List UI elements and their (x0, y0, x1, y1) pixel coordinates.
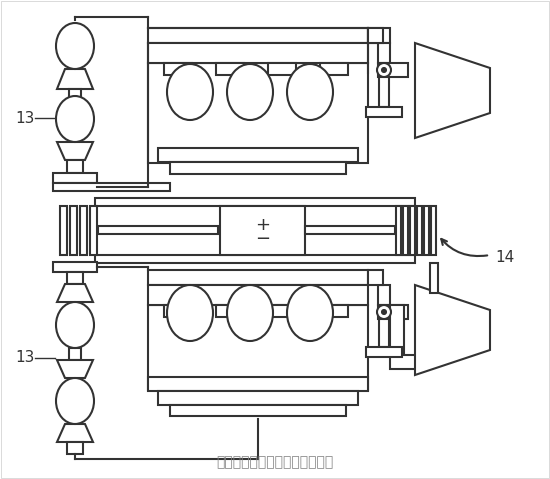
Ellipse shape (287, 285, 333, 341)
Text: 13: 13 (15, 351, 35, 365)
Bar (379, 319, 389, 347)
Ellipse shape (167, 64, 213, 120)
Bar (320, 63, 348, 75)
Text: 14: 14 (495, 251, 514, 265)
Bar (148, 285, 368, 305)
Bar (60, 206, 67, 255)
Ellipse shape (287, 64, 333, 120)
Bar (53, 262, 97, 272)
Bar (378, 305, 408, 319)
Bar (431, 206, 436, 255)
Bar (90, 206, 97, 255)
Bar (164, 305, 192, 317)
Text: （图片来源：美国专利商标局）: （图片来源：美国专利商标局） (216, 455, 334, 469)
Ellipse shape (227, 285, 273, 341)
Bar (320, 305, 348, 317)
Bar (148, 305, 368, 390)
Bar (396, 206, 401, 255)
Bar (220, 206, 305, 255)
Bar (148, 270, 368, 285)
Bar (148, 43, 368, 63)
Bar (70, 206, 77, 255)
Bar (305, 226, 395, 234)
Bar (424, 206, 429, 255)
Polygon shape (57, 69, 93, 89)
Bar (98, 226, 218, 234)
Polygon shape (57, 284, 93, 302)
Polygon shape (57, 142, 93, 160)
Bar (53, 183, 170, 191)
Bar (368, 28, 383, 43)
Bar (390, 305, 404, 355)
Bar (378, 63, 408, 77)
Bar (69, 348, 81, 360)
Bar (164, 63, 192, 75)
Ellipse shape (167, 285, 213, 341)
Bar (379, 77, 389, 107)
Bar (366, 347, 402, 357)
Ellipse shape (227, 64, 273, 120)
Ellipse shape (56, 23, 94, 69)
Bar (366, 107, 402, 117)
Bar (368, 270, 383, 285)
Bar (95, 255, 415, 263)
Bar (67, 272, 83, 284)
Ellipse shape (56, 96, 94, 142)
Bar (417, 206, 422, 255)
Ellipse shape (382, 310, 386, 314)
Polygon shape (415, 43, 490, 138)
Ellipse shape (382, 68, 386, 72)
Polygon shape (57, 424, 93, 442)
Ellipse shape (56, 378, 94, 424)
Bar (216, 305, 244, 317)
Bar (158, 148, 358, 162)
Bar (430, 263, 438, 293)
Ellipse shape (377, 305, 391, 319)
Bar (268, 63, 296, 75)
Bar (53, 173, 97, 183)
Text: +: + (255, 216, 270, 234)
Polygon shape (57, 360, 93, 378)
Text: 13: 13 (15, 111, 35, 125)
Bar (410, 206, 415, 255)
Bar (148, 377, 368, 391)
Polygon shape (415, 285, 490, 375)
Bar (95, 198, 415, 206)
Bar (170, 405, 346, 416)
Ellipse shape (56, 302, 94, 348)
Bar (80, 206, 87, 255)
Bar (403, 206, 408, 255)
Bar (67, 160, 83, 173)
Bar (69, 89, 81, 101)
Bar (148, 63, 368, 163)
Bar (170, 162, 346, 174)
Text: −: − (255, 230, 270, 248)
Bar (368, 28, 390, 43)
Bar (378, 43, 390, 63)
Bar (67, 442, 83, 454)
Ellipse shape (377, 63, 391, 77)
Bar (390, 355, 420, 369)
Bar (378, 285, 390, 305)
Bar (268, 305, 296, 317)
Bar (148, 28, 368, 43)
Bar (158, 391, 358, 405)
Bar (216, 63, 244, 75)
